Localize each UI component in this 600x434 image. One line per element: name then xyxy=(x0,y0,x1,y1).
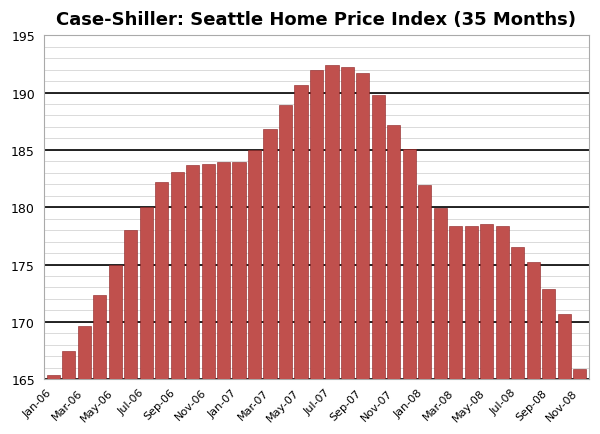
Bar xyxy=(387,125,400,379)
Bar xyxy=(263,130,277,379)
Bar xyxy=(186,165,199,379)
Bar xyxy=(325,66,338,379)
Bar xyxy=(155,183,168,379)
Bar xyxy=(93,296,106,379)
Bar xyxy=(573,369,586,379)
Bar xyxy=(341,68,354,379)
Bar xyxy=(47,375,60,379)
Bar xyxy=(403,149,416,379)
Bar xyxy=(511,248,524,379)
Bar xyxy=(248,151,261,379)
Bar xyxy=(434,209,447,379)
Bar xyxy=(140,208,153,379)
Bar xyxy=(480,225,493,379)
Bar xyxy=(295,85,308,379)
Bar xyxy=(449,226,463,379)
Bar xyxy=(464,226,478,379)
Bar xyxy=(542,289,555,379)
Bar xyxy=(217,163,230,379)
Bar xyxy=(527,263,540,379)
Bar xyxy=(62,351,76,379)
Bar xyxy=(279,106,292,379)
Bar xyxy=(170,172,184,379)
Bar xyxy=(356,74,370,379)
Bar xyxy=(124,230,137,379)
Bar xyxy=(310,70,323,379)
Bar xyxy=(77,327,91,379)
Bar xyxy=(109,265,122,379)
Bar xyxy=(372,95,385,379)
Bar xyxy=(496,226,509,379)
Bar xyxy=(232,163,245,379)
Bar xyxy=(557,314,571,379)
Bar xyxy=(202,164,215,379)
Bar xyxy=(418,186,431,379)
Title: Case-Shiller: Seattle Home Price Index (35 Months): Case-Shiller: Seattle Home Price Index (… xyxy=(56,11,577,29)
